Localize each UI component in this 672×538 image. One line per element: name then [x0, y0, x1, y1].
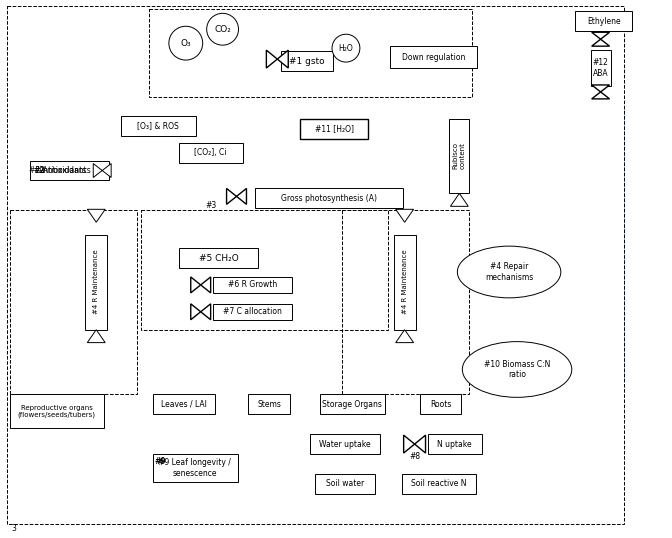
Bar [153, 454, 237, 482]
Text: CO₂: CO₂ [214, 25, 231, 34]
Polygon shape [87, 209, 106, 222]
Text: #3: #3 [205, 201, 216, 210]
Text: [CO₂], Ci: [CO₂], Ci [194, 148, 227, 157]
Bar [427, 434, 482, 454]
Bar [390, 46, 477, 68]
Bar [419, 394, 462, 414]
Bar [141, 210, 388, 330]
Bar [402, 474, 476, 494]
Text: Ethylene: Ethylene [587, 17, 620, 26]
Polygon shape [102, 164, 111, 178]
Bar [9, 394, 104, 428]
Bar [212, 304, 292, 320]
Text: O₃: O₃ [181, 39, 191, 48]
Polygon shape [266, 50, 278, 68]
Text: #9 Leaf longevity /
senescence: #9 Leaf longevity / senescence [159, 458, 231, 478]
Text: Gross photosynthesis (A): Gross photosynthesis (A) [281, 194, 377, 203]
Bar [450, 119, 469, 193]
Ellipse shape [462, 342, 572, 398]
Text: Soil reactive N: Soil reactive N [411, 479, 466, 489]
Text: #9: #9 [155, 457, 167, 465]
Text: [O₃] & ROS: [O₃] & ROS [137, 121, 179, 130]
Bar [591, 50, 611, 86]
Text: #11 [H₂O]: #11 [H₂O] [314, 124, 353, 133]
Text: #8: #8 [409, 451, 420, 461]
Bar [394, 235, 415, 330]
Polygon shape [201, 277, 210, 293]
Polygon shape [404, 435, 415, 453]
Bar [212, 277, 292, 293]
Polygon shape [201, 304, 210, 320]
Text: Rubisco
content: Rubisco content [453, 142, 466, 169]
Bar [320, 394, 385, 414]
Bar [179, 248, 259, 268]
Text: Soil water: Soil water [326, 479, 364, 489]
Text: Water uptake: Water uptake [319, 440, 371, 449]
Bar [179, 143, 243, 162]
Circle shape [332, 34, 360, 62]
Polygon shape [591, 85, 610, 92]
Polygon shape [278, 50, 288, 68]
Text: #10 Biomass C:N
ratio: #10 Biomass C:N ratio [484, 360, 550, 379]
Bar [30, 160, 109, 180]
Polygon shape [396, 330, 413, 343]
Bar [85, 235, 108, 330]
Polygon shape [191, 277, 201, 293]
Text: #4 R Maintenance: #4 R Maintenance [402, 250, 408, 314]
Bar [255, 188, 403, 208]
Text: #4 Repair
mechanisms: #4 Repair mechanisms [485, 263, 533, 282]
Polygon shape [237, 188, 247, 204]
Bar [342, 210, 469, 394]
Circle shape [207, 13, 239, 45]
Text: N uptake: N uptake [437, 440, 472, 449]
Polygon shape [591, 39, 610, 46]
Bar [300, 119, 368, 139]
Polygon shape [591, 32, 610, 39]
Text: 3: 3 [11, 524, 17, 533]
Text: #7 C allocation: #7 C allocation [223, 307, 282, 316]
Bar [282, 51, 333, 71]
Bar [9, 210, 137, 394]
Text: Storage Organs: Storage Organs [322, 400, 382, 409]
Polygon shape [415, 435, 425, 453]
Polygon shape [591, 92, 610, 99]
Text: Stems: Stems [257, 400, 282, 409]
Polygon shape [191, 304, 201, 320]
Text: Roots: Roots [430, 400, 451, 409]
Bar [153, 394, 214, 414]
Polygon shape [226, 188, 237, 204]
Bar [249, 394, 290, 414]
Circle shape [169, 26, 203, 60]
Text: #1 gsto: #1 gsto [290, 56, 325, 66]
Bar [310, 434, 380, 454]
Bar [575, 11, 632, 31]
Text: Reproductive organs
(flowers/seeds/tubers): Reproductive organs (flowers/seeds/tuber… [17, 405, 95, 418]
Text: #5 CH₂O: #5 CH₂O [199, 253, 239, 263]
Bar [315, 474, 375, 494]
Text: Antioxidants: Antioxidants [39, 166, 87, 175]
Bar [149, 9, 472, 97]
Polygon shape [93, 164, 102, 178]
Polygon shape [87, 330, 106, 343]
Text: #4 R Maintenance: #4 R Maintenance [93, 250, 99, 314]
Polygon shape [450, 193, 468, 207]
Polygon shape [396, 209, 413, 222]
Ellipse shape [458, 246, 561, 298]
Bar [121, 116, 196, 136]
Text: Down regulation: Down regulation [402, 53, 465, 61]
Text: H₂O: H₂O [339, 44, 353, 53]
Text: #12
ABA: #12 ABA [593, 58, 609, 78]
Text: #2: #2 [34, 166, 45, 175]
Text: Leaves / LAI: Leaves / LAI [161, 400, 207, 409]
Text: #2 Antioxidants: #2 Antioxidants [29, 166, 90, 175]
Text: #6 R Growth: #6 R Growth [228, 280, 277, 289]
